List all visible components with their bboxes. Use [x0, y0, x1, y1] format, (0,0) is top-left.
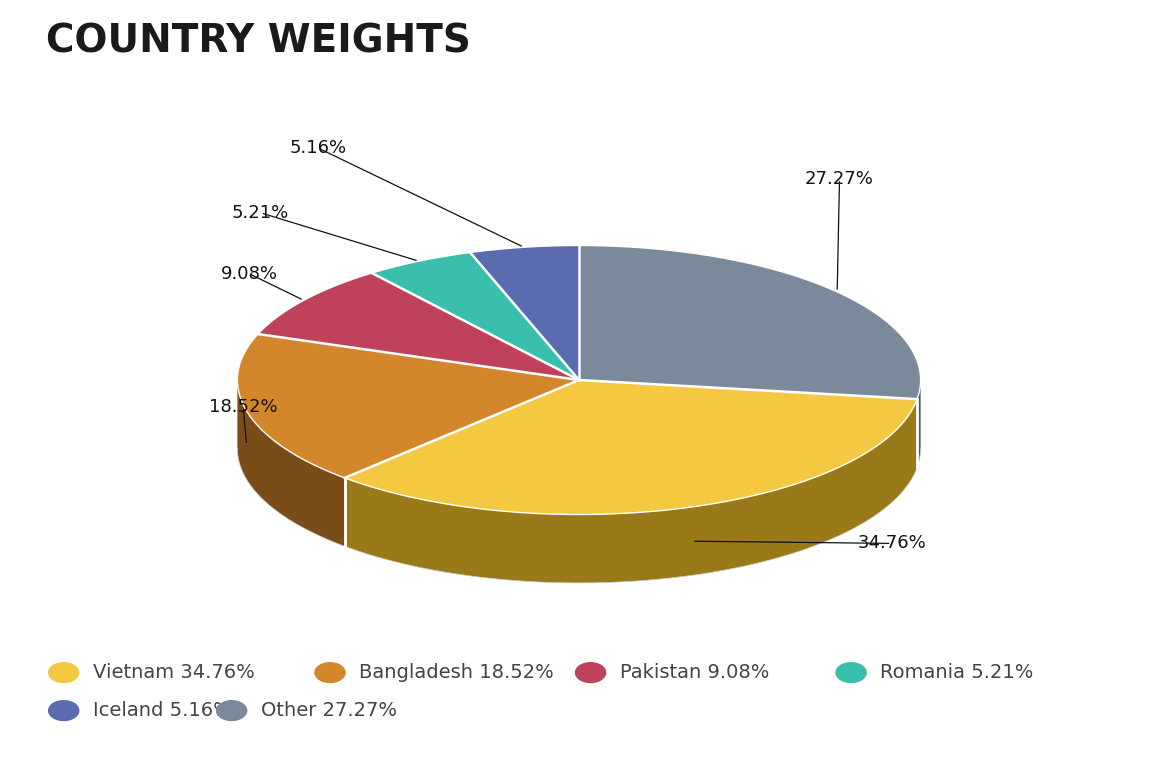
Polygon shape: [258, 273, 579, 380]
Text: Bangladesh 18.52%: Bangladesh 18.52%: [359, 663, 554, 682]
Text: 5.16%: 5.16%: [290, 139, 347, 157]
Text: 18.52%: 18.52%: [208, 397, 278, 416]
Circle shape: [576, 663, 606, 682]
Circle shape: [315, 663, 345, 682]
Text: Pakistan 9.08%: Pakistan 9.08%: [620, 663, 769, 682]
Text: 27.27%: 27.27%: [805, 169, 874, 188]
Polygon shape: [237, 380, 345, 546]
Circle shape: [49, 663, 79, 682]
Text: 34.76%: 34.76%: [857, 534, 926, 553]
Polygon shape: [345, 380, 917, 515]
Polygon shape: [237, 334, 579, 478]
Polygon shape: [579, 245, 921, 399]
Text: COUNTRY WEIGHTS: COUNTRY WEIGHTS: [46, 23, 471, 61]
Text: Other 27.27%: Other 27.27%: [261, 701, 396, 720]
Text: 9.08%: 9.08%: [220, 264, 278, 283]
Circle shape: [49, 701, 79, 720]
Polygon shape: [470, 245, 579, 380]
Circle shape: [836, 663, 866, 682]
Polygon shape: [345, 399, 917, 583]
Circle shape: [217, 701, 247, 720]
Text: 5.21%: 5.21%: [232, 204, 290, 222]
Polygon shape: [917, 380, 921, 467]
Text: Vietnam 34.76%: Vietnam 34.76%: [93, 663, 255, 682]
Polygon shape: [372, 252, 579, 380]
Text: Iceland 5.16%: Iceland 5.16%: [93, 701, 232, 720]
Text: Romania 5.21%: Romania 5.21%: [880, 663, 1033, 682]
